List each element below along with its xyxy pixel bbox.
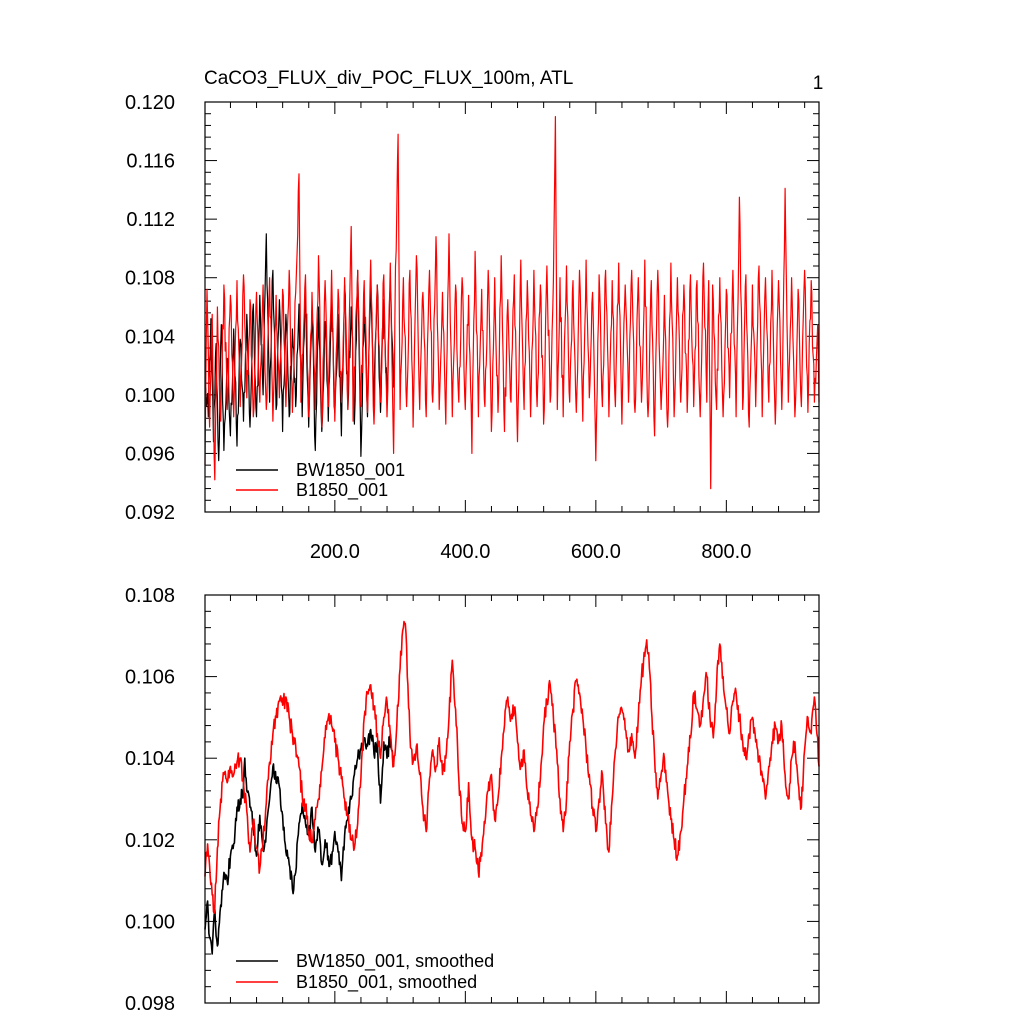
y-tick-label: 0.112 — [126, 209, 175, 231]
axis-ticks — [205, 594, 819, 1004]
series-line-bw1850-001 — [204, 233, 395, 462]
x-tick-label: 800.0 — [701, 541, 751, 563]
y-tick-label: 0.106 — [125, 667, 175, 689]
y-tick-label: 0.102 — [125, 830, 175, 852]
y-tick-label: 0.104 — [125, 748, 175, 770]
y-tick-label: 0.100 — [125, 385, 175, 407]
bottom-panel: 0.098 0.100 0.102 0.104 0.106 0.108 BW1850_00… — [125, 585, 820, 1015]
series-lines — [204, 116, 820, 490]
plot-frame — [204, 594, 820, 1004]
legend-label-bw1850-smoothed: BW1850_001, smoothed — [296, 951, 494, 972]
plot-frame — [204, 101, 820, 513]
y-tick-label: 0.092 — [125, 502, 175, 524]
series-line-b1850-001-smoothed — [204, 620, 820, 914]
legend-label-b1850-smoothed: B1850_001, smoothed — [296, 972, 477, 993]
y-tick-label: 0.108 — [125, 585, 175, 607]
legend-label-b1850: B1850_001 — [296, 480, 388, 501]
y-tick-label: 0.108 — [125, 268, 175, 290]
series-line-b1850-001 — [204, 116, 820, 490]
y-axis-labels: 0.098 0.100 0.102 0.104 0.106 0.108 — [125, 585, 175, 1015]
y-tick-label: 0.096 — [125, 443, 175, 465]
y-axis-labels: 0.092 0.096 0.100 0.104 0.108 0.112 0.116 0.120 — [125, 92, 175, 524]
y-tick-label: 0.116 — [126, 151, 175, 173]
legend-label-bw1850: BW1850_001 — [296, 460, 405, 481]
y-tick-label: 0.120 — [125, 92, 175, 114]
series-lines — [204, 620, 820, 955]
series-line-bw1850-001-smoothed — [204, 728, 395, 955]
chart-title: CaCO3_FLUX_div_POC_FLUX_100m, ATL — [204, 68, 573, 89]
x-axis-labels: 200.0 400.0 600.0 800.0 — [310, 541, 752, 563]
panel-number: 1 — [813, 73, 824, 94]
y-tick-label: 0.098 — [125, 993, 175, 1015]
legend: BW1850_001 B1850_001 — [236, 460, 405, 501]
y-tick-label: 0.104 — [125, 326, 175, 348]
y-tick-label: 0.100 — [125, 911, 175, 933]
x-tick-label: 600.0 — [571, 541, 621, 563]
x-tick-label: 200.0 — [310, 541, 360, 563]
x-tick-label: 400.0 — [440, 541, 490, 563]
top-panel: CaCO3_FLUX_div_POC_FLUX_100m, ATL 1 0.09… — [125, 68, 823, 563]
legend: BW1850_001, smoothed B1850_001, smoothed — [236, 951, 494, 993]
